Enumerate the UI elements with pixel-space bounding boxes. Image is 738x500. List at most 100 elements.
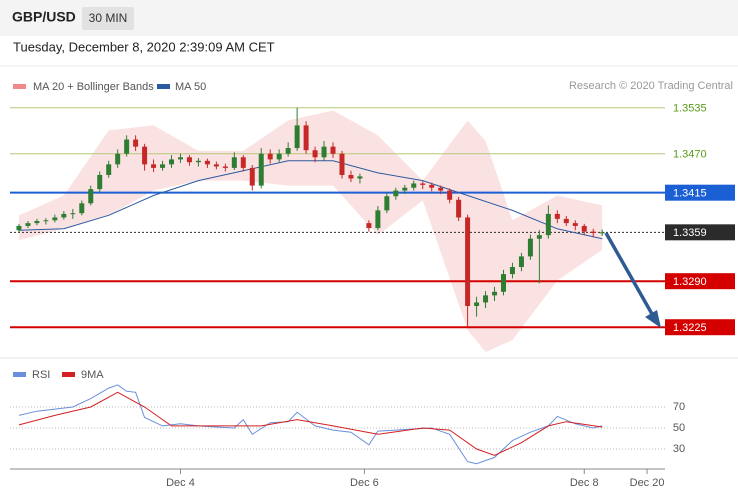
candle-body [88,189,94,204]
level-label: 1.3359 [673,227,707,239]
candle-body [25,223,31,226]
timestamp: Tuesday, December 8, 2020 2:39:09 AM CET [13,39,275,54]
candle-body [70,213,76,215]
candle-body [195,160,201,163]
candle-body [34,221,40,224]
candle-body [115,153,121,165]
candle-body [357,176,363,179]
level-label: 1.3225 [673,322,707,334]
candle-body [222,166,228,168]
candle-body [474,302,480,306]
candle-body [339,153,345,175]
candle-body [160,164,166,168]
candle-body [518,256,524,268]
x-tick-label: Dec 20 [630,477,665,489]
x-tick-label: Dec 6 [350,477,379,489]
candle-body [393,190,399,197]
candle-body [133,139,139,147]
candle-body [563,218,569,224]
candle-body [447,190,453,200]
candle-body [545,213,551,236]
candle-body [285,148,291,154]
candle-body [366,223,372,229]
candle-body [500,274,506,292]
candle-body [177,157,183,160]
x-tick-label: Dec 8 [570,477,599,489]
symbol: GBP/USD [12,9,76,25]
candle-body [321,146,327,158]
legend-swatch [62,372,75,377]
candle-body [420,183,426,185]
candle-body [240,157,246,168]
candle-body [276,153,282,160]
y-tick-label: 50 [673,422,685,434]
candle-body [61,213,67,218]
candle-body [106,164,112,175]
level-box [665,319,735,336]
arrow-head [645,310,661,328]
candle-body [97,174,103,190]
candle-body [554,213,560,219]
y-tick-label: 70 [673,401,685,413]
candle-body [330,146,336,154]
candle-body [456,199,462,218]
candle-body [429,184,435,188]
candle-body [527,238,533,257]
level-label: 1.3415 [673,188,707,200]
x-tick-label: Dec 4 [166,477,195,489]
candle-body [483,295,489,303]
candle-body [348,174,354,179]
candle-body [492,291,498,296]
candle-body [465,217,471,306]
candle-body [258,153,264,186]
level-box [665,184,735,201]
level-label: 1.3290 [673,276,707,288]
legend-swatch [13,84,26,89]
level-label: 1.3535 [673,103,707,115]
indicator-line [18,384,603,465]
legend-label: MA 20 + Bollinger Bands [33,81,154,93]
bollinger-band [18,110,603,353]
candle-body [267,153,273,160]
timeframe-box [82,7,134,30]
legend-label: RSI [32,369,50,381]
candle-body [303,125,309,151]
candle-body [402,187,408,191]
legend-swatch [13,372,26,377]
candle-body [213,164,219,167]
candle-body [249,167,255,186]
candle-body [142,146,148,165]
y-tick-label: 30 [673,443,685,455]
candle-body [509,267,515,275]
candle-body [43,220,49,222]
legend-label: MA 50 [175,81,206,93]
candle-body [204,160,210,165]
timeframe: 30 MIN [89,11,128,25]
candle-body [536,235,542,239]
level-label: 1.3470 [673,149,707,161]
indicator-line [18,391,603,456]
candle-body [151,164,157,168]
arrow-shaft [604,232,654,315]
legend-label: 9MA [81,369,104,381]
candle-body [581,225,587,232]
candle-body [16,225,22,231]
legend-swatch [157,84,170,89]
candle-body [590,231,596,234]
candle-body [375,210,381,229]
candle-body [384,196,390,211]
candle-body [186,157,192,163]
candle-body [312,150,318,158]
candle-body [52,217,58,221]
candle-body [572,223,578,226]
candle-body [599,232,605,234]
candle-body [411,183,417,188]
candle-body [79,203,85,214]
projection-arrow [604,232,661,328]
candle-body [294,125,300,149]
ma50-line [18,160,603,240]
candle-body [169,159,175,165]
level-box [665,273,735,290]
candle-body [124,139,130,154]
candle-body [438,187,444,191]
